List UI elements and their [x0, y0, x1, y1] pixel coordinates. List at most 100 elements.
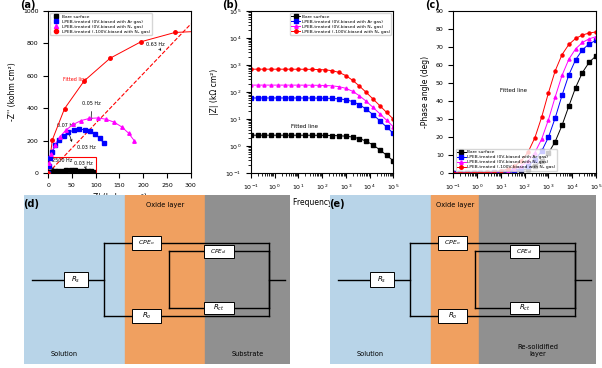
LPEB-treated (0V-biased with Ar gas): [511, 168, 518, 173]
LPEB-treated (0V-biased with N₂ gas): [559, 73, 566, 78]
Bare surface: [315, 133, 322, 138]
Bar: [205, 195, 290, 364]
Bare surface: [559, 123, 566, 128]
LPEB-treated (0V-biased with N₂ gas): [389, 125, 397, 129]
LPEB-treated (0V-biased with N₂ gas): [497, 170, 504, 174]
LPEB-treated (0V-biased with N₂ gas): [335, 85, 343, 89]
LPEB-treated (-100V-biased with N₂ gas): [383, 110, 390, 114]
LPEB-treated (0V-biased with N₂ gas): [376, 112, 383, 116]
Bare surface: [383, 153, 390, 158]
Line: Bare surface: Bare surface: [452, 54, 598, 174]
Bare surface: [586, 60, 593, 64]
LPEB-treated (-100V-biased with N₂ gas): [322, 68, 329, 72]
LPEB-treated (0V-biased with Ar gas): [524, 163, 532, 168]
LPEB-treated (-100V-biased with N₂ gas): [288, 67, 295, 71]
LPEB-treated (-100V-biased with N₂ gas): [261, 67, 268, 71]
Bare surface: [356, 137, 363, 141]
LPEB-treated (0V-biased with Ar gas): [376, 118, 383, 123]
LPEB-treated (0V-biased with Ar gas): [559, 93, 566, 98]
Bare surface: [247, 133, 255, 137]
LPEB-treated (-100V-biased with N₂ gas): [356, 84, 363, 88]
LPEB-treated (-100V-biased with N₂ gas): [565, 42, 573, 47]
LPEB-treated (0V-biased with Ar gas): [315, 96, 322, 100]
LPEB-treated (0V-biased with Ar gas): [342, 98, 349, 102]
Bar: [510, 301, 539, 314]
LPEB-treated (-100V-biased with N₂ gas): [315, 67, 322, 72]
Bare surface: [389, 159, 397, 163]
LPEB-treated (0V-biased with N₂ gas): [538, 137, 545, 141]
Bare surface: [504, 170, 511, 174]
Bare surface: [483, 170, 491, 175]
Bare surface: [551, 139, 559, 144]
LPEB-treated (0V-biased with Ar gas): [267, 96, 275, 100]
Bare surface: [342, 134, 349, 138]
LPEB-treated (0V-biased with N₂ gas): [247, 83, 255, 87]
Bar: [431, 195, 479, 364]
LPEB-treated (0V-biased with Ar gas): [295, 96, 302, 100]
LPEB-treated (0V-biased with Ar gas): [483, 170, 491, 175]
LPEB-treated (0V-biased with N₂ gas): [511, 167, 518, 171]
Text: $R_s$: $R_s$: [377, 275, 386, 285]
Legend: Bare surface, LPEB-treated (0V-biased with Ar gas), LPEB-treated (0V-biased with: Bare surface, LPEB-treated (0V-biased wi…: [51, 13, 152, 35]
LPEB-treated (0V-biased with N₂ gas): [315, 83, 322, 88]
LPEB-treated (0V-biased with Ar gas): [302, 96, 309, 100]
Bare surface: [261, 133, 268, 137]
Y-axis label: -Z'' (kohm cm²): -Z'' (kohm cm²): [8, 63, 17, 121]
Text: Oxide layer: Oxide layer: [436, 202, 474, 208]
LPEB-treated (0V-biased with Ar gas): [356, 102, 363, 107]
Bare surface: [531, 163, 538, 168]
LPEB-treated (0V-biased with N₂ gas): [308, 83, 315, 88]
LPEB-treated (0V-biased with N₂ gas): [281, 83, 288, 87]
LPEB-treated (0V-biased with N₂ gas): [362, 99, 370, 103]
X-axis label: Frequency (Hz): Frequency (Hz): [496, 198, 553, 206]
LPEB-treated (-100V-biased with N₂ gas): [538, 115, 545, 120]
LPEB-treated (0V-biased with Ar gas): [504, 169, 511, 174]
LPEB-treated (0V-biased with N₂ gas): [491, 170, 498, 174]
LPEB-treated (-100V-biased with N₂ gas): [524, 150, 532, 154]
LPEB-treated (0V-biased with Ar gas): [464, 171, 471, 175]
LPEB-treated (0V-biased with Ar gas): [335, 97, 343, 101]
Text: Oxide layer: Oxide layer: [146, 202, 184, 208]
Bare surface: [275, 133, 282, 137]
LPEB-treated (-100V-biased with N₂ gas): [464, 171, 471, 175]
LPEB-treated (0V-biased with Ar gas): [586, 42, 593, 46]
Bare surface: [288, 133, 295, 137]
LPEB-treated (0V-biased with N₂ gas): [572, 47, 579, 51]
LPEB-treated (0V-biased with N₂ gas): [456, 171, 464, 175]
Bar: [125, 195, 205, 364]
Text: Fitted line: Fitted line: [63, 77, 88, 82]
LPEB-treated (-100V-biased with N₂ gas): [572, 36, 579, 40]
Legend: Bare surface, LPEB-treated (0V-biased with Ar gas), LPEB-treated (0V-biased with: Bare surface, LPEB-treated (0V-biased wi…: [290, 13, 391, 35]
Bare surface: [565, 104, 573, 109]
LPEB-treated (0V-biased with Ar gas): [551, 116, 559, 120]
Text: 0.03 Hz: 0.03 Hz: [76, 145, 96, 151]
LPEB-treated (-100V-biased with N₂ gas): [349, 78, 356, 82]
LPEB-treated (0V-biased with N₂ gas): [383, 118, 390, 123]
X-axis label: Frequency (Hz): Frequency (Hz): [293, 198, 351, 206]
Bar: [204, 301, 234, 314]
Bar: [438, 236, 467, 250]
LPEB-treated (0V-biased with N₂ gas): [356, 93, 363, 98]
Line: LPEB-treated (-100V-biased with N₂ gas): LPEB-treated (-100V-biased with N₂ gas): [452, 31, 598, 174]
LPEB-treated (-100V-biased with N₂ gas): [376, 103, 383, 108]
LPEB-treated (-100V-biased with N₂ gas): [281, 67, 288, 71]
LPEB-treated (0V-biased with Ar gas): [470, 171, 477, 175]
LPEB-treated (0V-biased with N₂ gas): [261, 83, 268, 87]
LPEB-treated (0V-biased with Ar gas): [329, 96, 336, 100]
LPEB-treated (0V-biased with N₂ gas): [545, 118, 552, 122]
LPEB-treated (0V-biased with Ar gas): [254, 96, 261, 100]
Text: (a): (a): [20, 0, 35, 10]
LPEB-treated (-100V-biased with N₂ gas): [254, 67, 261, 71]
Text: (e): (e): [329, 199, 344, 209]
Bare surface: [477, 171, 484, 175]
LPEB-treated (-100V-biased with N₂ gas): [592, 30, 600, 34]
LPEB-treated (0V-biased with Ar gas): [349, 99, 356, 104]
Bar: [370, 272, 394, 287]
Text: $CPE_{dl}$: $CPE_{dl}$: [210, 247, 228, 256]
Bare surface: [592, 54, 600, 58]
LPEB-treated (-100V-biased with N₂ gas): [483, 170, 491, 174]
LPEB-treated (-100V-biased with N₂ gas): [518, 159, 525, 163]
LPEB-treated (-100V-biased with N₂ gas): [559, 53, 566, 57]
Line: Bare surface: Bare surface: [249, 134, 395, 163]
Text: 2500 Hz: 2500 Hz: [52, 159, 72, 170]
